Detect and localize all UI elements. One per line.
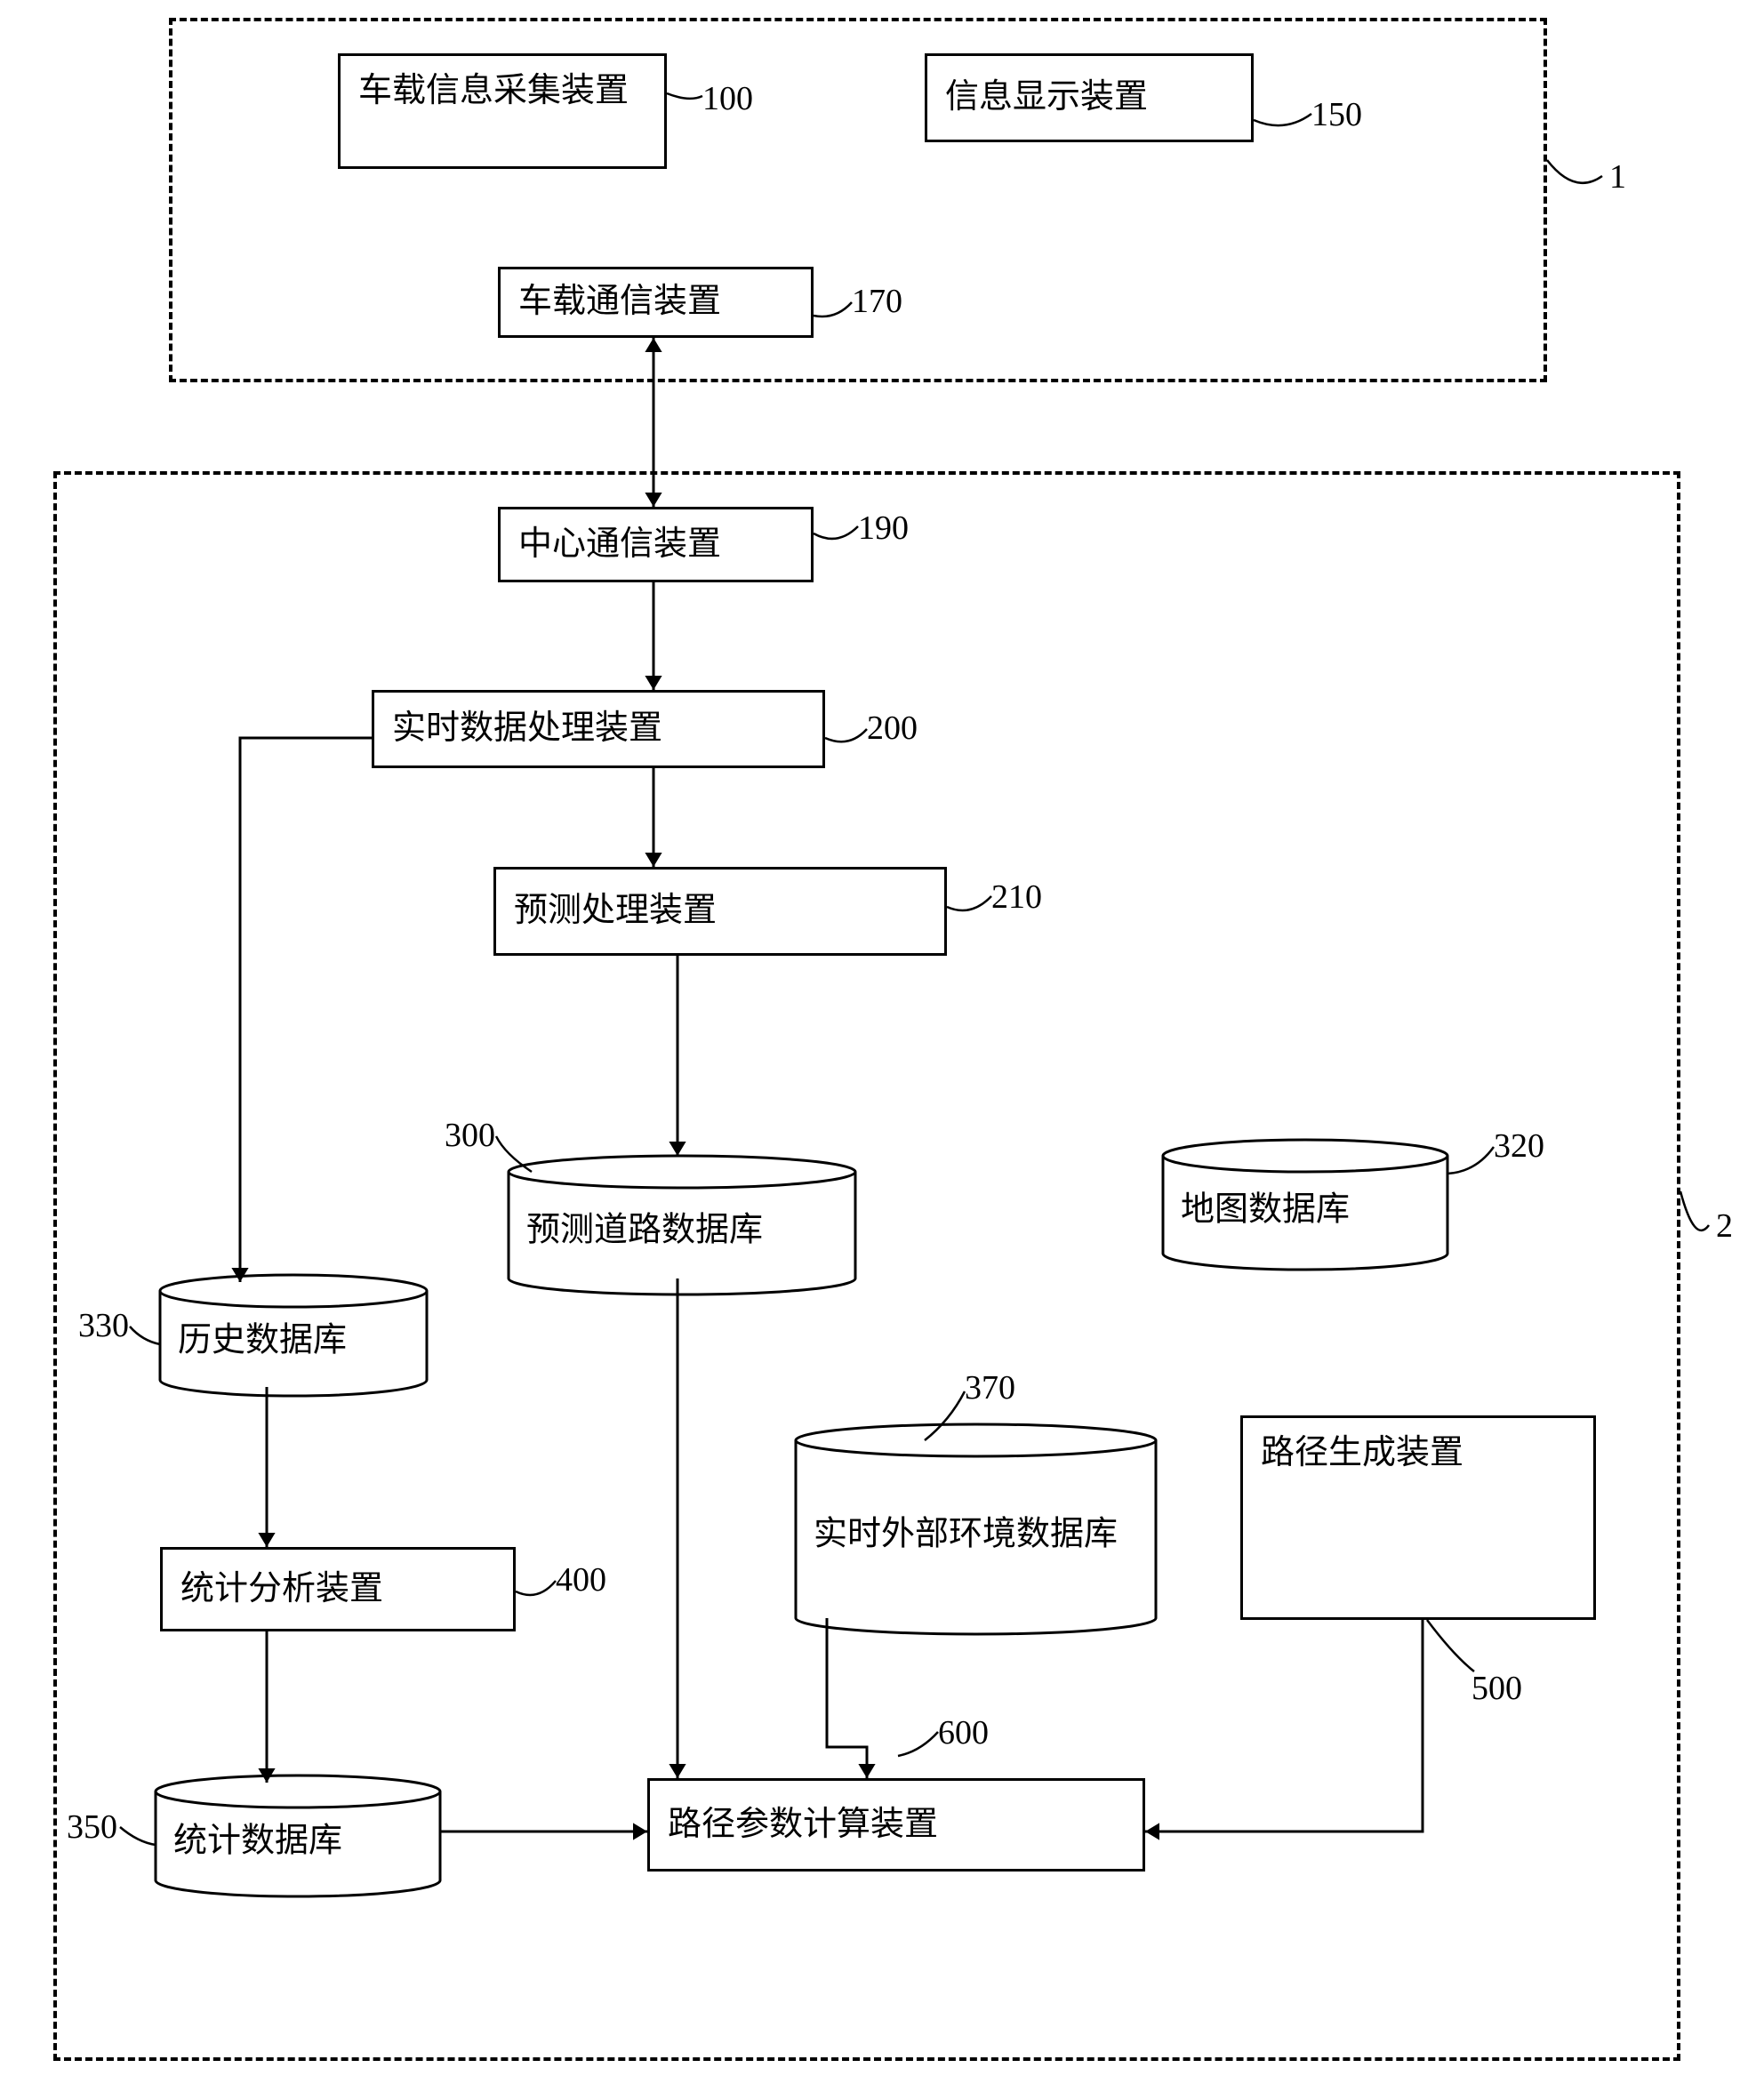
node-n170: 车载通信装置 — [498, 267, 814, 338]
ref-label: 350 — [67, 1810, 117, 1844]
ref-label: 150 — [1311, 98, 1362, 132]
node-label: 信息显示装置 — [945, 75, 1148, 120]
node-n150: 信息显示装置 — [925, 53, 1254, 142]
ref-label: 370 — [965, 1371, 1015, 1405]
ref-label: 170 — [852, 285, 902, 318]
ref-label: 600 — [938, 1716, 989, 1750]
ref-label: 300 — [445, 1118, 495, 1152]
ref-label: 500 — [1471, 1671, 1522, 1705]
ref-label: 320 — [1494, 1129, 1544, 1163]
node-n190: 中心通信装置 — [498, 507, 814, 582]
ref-label: 330 — [78, 1309, 129, 1343]
node-n210: 预测处理装置 — [493, 867, 947, 956]
node-label: 实时数据处理装置 — [392, 706, 662, 751]
node-label: 路径生成装置 — [1261, 1431, 1463, 1476]
node-n600: 路径参数计算装置 — [647, 1778, 1145, 1872]
node-label: 路径参数计算装置 — [668, 1802, 938, 1848]
node-label: 预测处理装置 — [514, 888, 717, 934]
diagram-canvas: 车载信息采集装置 信息显示装置车载通信装置中心通信装置实时数据处理装置预测处理装置… — [0, 0, 1764, 2100]
node-label: 统计分析装置 — [180, 1567, 383, 1612]
ref-label: 400 — [556, 1563, 606, 1597]
node-n500: 路径生成装置 — [1240, 1415, 1596, 1620]
ref-label: 190 — [858, 511, 909, 545]
ref-label: 100 — [702, 82, 753, 116]
node-n200: 实时数据处理装置 — [372, 690, 825, 768]
node-label: 车载信息采集装置 — [358, 68, 629, 114]
node-label: 车载通信装置 — [518, 279, 721, 325]
ref-label: 200 — [867, 711, 918, 745]
ref-label: 210 — [991, 880, 1042, 914]
ref-label: 2 — [1716, 1209, 1733, 1243]
node-n100: 车载信息采集装置 — [338, 53, 667, 169]
ref-label: 1 — [1609, 160, 1626, 194]
node-n400: 统计分析装置 — [160, 1547, 516, 1631]
node-label: 中心通信装置 — [518, 522, 721, 567]
